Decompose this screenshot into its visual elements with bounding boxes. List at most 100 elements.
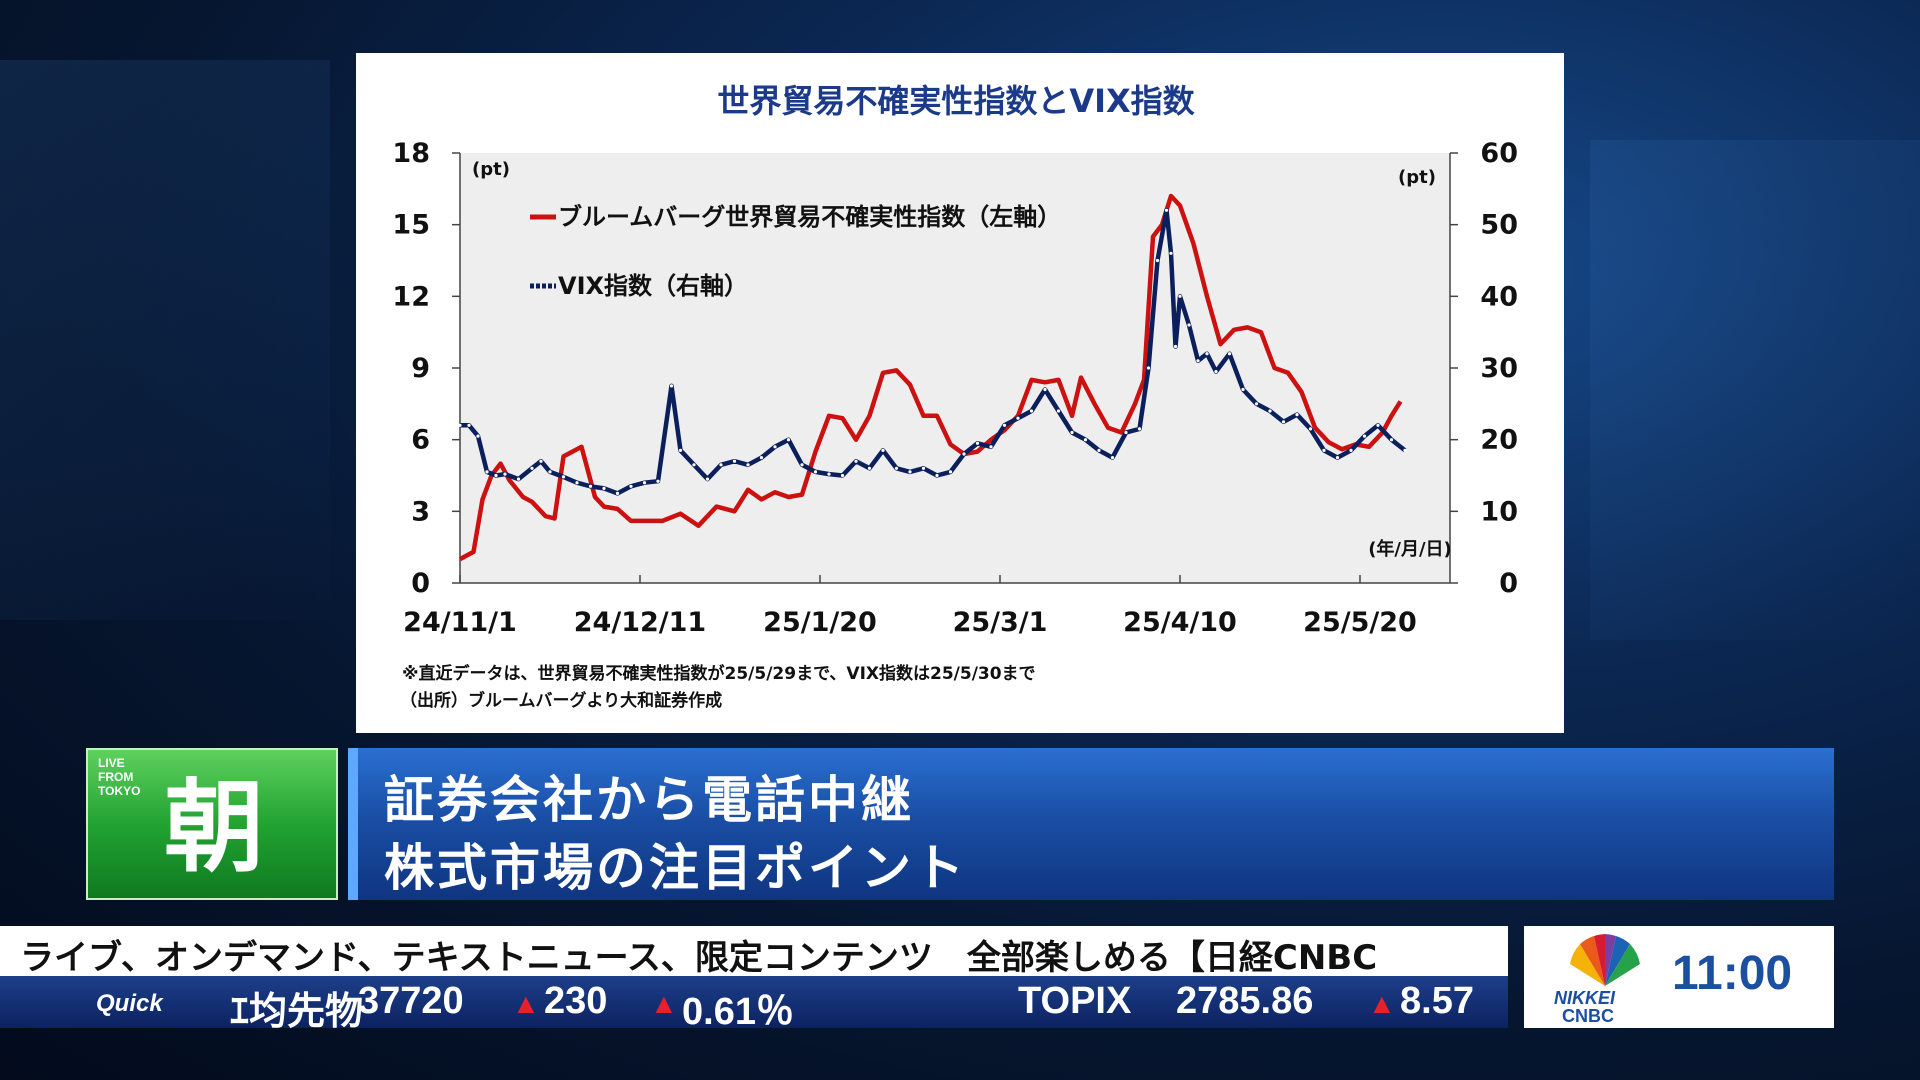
left-tick-label: 6 (411, 425, 430, 456)
background-panel-right (1590, 140, 1920, 640)
vix-point (1110, 456, 1115, 460)
nikkei-logo: NIKKEI (1554, 988, 1616, 1008)
news-ticker: ライブ、オンデマンド、テキストニュース、限定コンテンツ 全部楽しめる【日経CNB… (0, 926, 1508, 976)
vix-point (1254, 402, 1259, 406)
headline-line-2: 株式市場の注目ポイント (384, 839, 967, 897)
vix-point (894, 466, 899, 470)
x-tick-label: 25/3/1 (953, 607, 1048, 638)
x-tick-label: 25/5/20 (1303, 607, 1417, 638)
chart: 世界貿易不確実性指数とVIX指数 0 3 6 9 12 15 18 0 10 20 30 40 50 60… (392, 82, 1518, 711)
vix-point (786, 438, 791, 442)
vix-point (989, 445, 993, 449)
vix-point (935, 473, 939, 478)
vix-point (530, 466, 534, 470)
vix-point (1178, 294, 1182, 298)
right-tick-label: 20 (1480, 425, 1518, 456)
vix-point (503, 472, 507, 476)
station-clock-box: NIKKEI CNBC 11:00 (1524, 926, 1834, 1028)
vix-point (692, 463, 696, 467)
quick-logo: Quick (96, 990, 163, 1017)
x-tick-label: 25/4/10 (1123, 607, 1237, 638)
footnote-data-range: ※直近データは、世界貿易不確実性指数が25/5/29まで、VIX指数は25/5/… (402, 663, 1036, 684)
vix-point (1281, 420, 1286, 424)
series-line-uncertainty (458, 193, 1403, 562)
vix-point (1196, 359, 1200, 363)
left-tick-label: 3 (411, 496, 430, 527)
right-tick-label: 60 (1480, 138, 1518, 169)
vix-point (813, 470, 818, 474)
vix-point (1227, 352, 1232, 356)
headline-line-1: 証券会社から電話中継 (384, 771, 914, 829)
vix-point (1214, 370, 1218, 374)
vix-point (1137, 427, 1142, 431)
vix-point (921, 466, 926, 470)
vix-point (1268, 409, 1272, 413)
vix-point (1097, 448, 1101, 452)
chart-title: 世界貿易不確実性指数とVIX指数 (717, 82, 1195, 120)
vix-point (1173, 344, 1178, 349)
vix-point (1403, 448, 1407, 452)
vix-point (629, 484, 633, 488)
left-tick-label: 18 (392, 138, 430, 169)
ticker-item1-name: ｴ均先物 (230, 991, 364, 1028)
right-unit-label: (pt) (1398, 167, 1436, 188)
vix-point (1002, 423, 1007, 427)
program-lower-third: LIVE FROM TOKYO 朝 証券会社から電話中継 株式市場の注目ポイント (86, 748, 1834, 902)
vix-point (840, 473, 845, 478)
right-tick-label: 30 (1480, 353, 1518, 384)
vix-point (678, 448, 683, 452)
vix-point (669, 384, 674, 388)
vix-point (1070, 430, 1074, 435)
vix-point (705, 477, 710, 481)
vix-point (1349, 448, 1353, 452)
vix-point (1295, 413, 1299, 417)
vix-point (1164, 208, 1169, 212)
vix-point (1389, 438, 1394, 442)
vix-point (1187, 323, 1191, 327)
x-unit-label: (年/月/日) (1368, 538, 1452, 560)
vix-point (1335, 456, 1340, 460)
vix-point (908, 470, 912, 474)
vix-point (1016, 416, 1020, 420)
ticker-item2-name: TOPIX (1018, 980, 1132, 1022)
vix-point (1169, 251, 1173, 255)
up-arrow-icon: ▲ (512, 988, 540, 1019)
right-tick-label: 0 (1499, 568, 1518, 599)
headline-box: 証券会社から電話中継 株式市場の注目ポイント (348, 748, 1834, 900)
vix-point (1146, 366, 1151, 370)
right-tick-label: 50 (1480, 210, 1518, 241)
right-tick-label: 10 (1480, 496, 1518, 527)
left-unit-label: (pt) (472, 159, 510, 180)
vix-point (773, 445, 777, 449)
vix-point (719, 463, 723, 467)
ticker-item2-change: 8.57 (1400, 980, 1474, 1022)
left-tick-label: 12 (392, 281, 430, 312)
vix-point (1083, 438, 1088, 442)
vix-point (854, 459, 858, 463)
vix-point (1362, 434, 1367, 438)
vix-point (1322, 448, 1326, 452)
vix-point (602, 486, 606, 490)
vix-point (867, 466, 872, 470)
vix-point (1155, 258, 1160, 263)
vix-point (975, 441, 980, 445)
left-tick-label: 15 (392, 210, 430, 241)
program-title-char: 朝 (164, 769, 264, 886)
peacock-logo-icon (1570, 934, 1640, 986)
ticker-item1-value: 37720 (358, 980, 464, 1022)
ticker-item2-value: 2785.86 (1176, 980, 1314, 1022)
left-tick-label: 0 (411, 568, 430, 599)
x-tick-label: 24/12/11 (574, 607, 706, 638)
program-badge: LIVE FROM TOKYO 朝 (86, 748, 338, 900)
vix-point (494, 473, 498, 478)
vix-point (759, 456, 764, 460)
vix-point (548, 470, 552, 474)
vix-point (458, 423, 462, 427)
vix-point (800, 463, 804, 467)
legend-label-uncertainty: ブルームバーグ世界貿易不確実性指数（左軸） (558, 203, 1061, 231)
vix-point (827, 472, 831, 476)
vix-point (1056, 409, 1061, 413)
vix-point (539, 459, 543, 463)
legend-label-vix: VIX指数（右軸） (558, 272, 748, 300)
vix-point (561, 475, 566, 479)
